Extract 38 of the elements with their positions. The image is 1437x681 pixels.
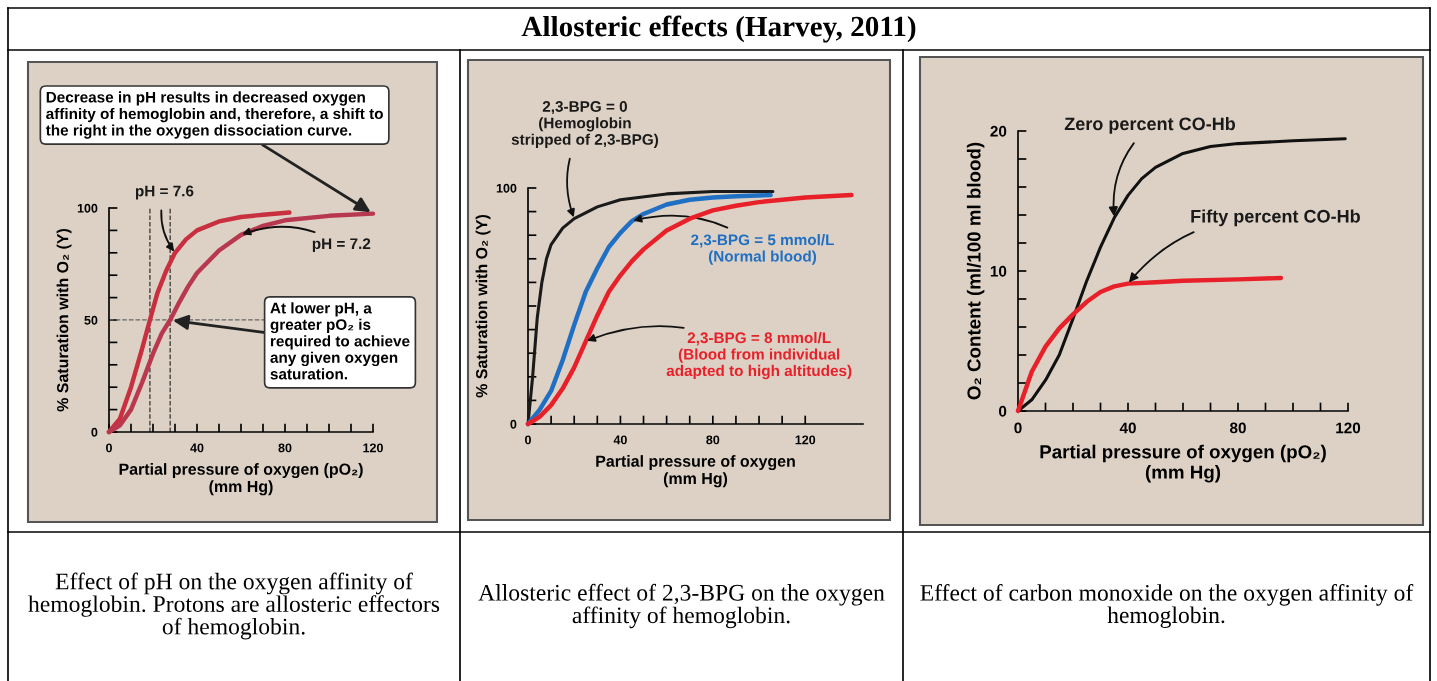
text: Fifty percent CO-Hb: [1191, 209, 1360, 227]
line-series: [525, 192, 854, 427]
y-tick-label: 100: [77, 203, 98, 213]
x-tick-label: 80: [278, 443, 292, 453]
x-tick-label: 40: [613, 435, 627, 445]
y-axis-title: % Saturation with O₂ (Y): [56, 228, 72, 412]
x-tick-label: 40: [190, 443, 204, 453]
y-tick-label: 0: [999, 405, 1007, 417]
text: Effect of pH on the oxygen affinity of hemoglobin. Protons are allosteric effectors of hemoglobin.: [28, 572, 440, 640]
y-tick-label: 100: [496, 183, 517, 193]
annotation: Decrease in pH results in decreased oxygen affinity of hemoglobin and, therefore, a shift to the right in the oxygen dissociation curve.: [45, 91, 383, 139]
x-tick-label: 0: [525, 435, 531, 445]
x-axis-title: Partial pressure of oxygen (pO₂) (mm Hg): [119, 463, 363, 496]
x-tick-label: 40: [1119, 422, 1136, 434]
annotation: At lower pH, a greater pO₂ is required to achieve any given oxygen saturation.: [270, 302, 410, 380]
y-tick-label: 50: [84, 315, 98, 325]
text: 2,3-BPG = 8 mmol/L (Blood from individual adapted to high altitudes): [666, 331, 852, 380]
text: 2,3-BPG = 5 mmol/L (Normal blood): [691, 234, 834, 265]
text: 2,3-BPG = 0 (Hemoglobin stripped of 2,3-BPG): [511, 101, 659, 148]
x-axis-title: Partial pressure of oxygen (mm Hg): [596, 455, 795, 488]
x-tick-label: 120: [795, 435, 816, 445]
x-tick-label: 0: [106, 443, 112, 453]
x-tick-label: 120: [363, 443, 383, 453]
y-tick-label: 20: [990, 125, 1007, 137]
x-tick-label: 80: [706, 435, 720, 445]
x-tick-label: 80: [1229, 422, 1246, 434]
series-label: pH = 7.2: [312, 238, 371, 253]
x-tick-label: 0: [1014, 422, 1022, 434]
text: Allosteric effects (Harvey, 2011): [521, 15, 916, 43]
series-label: pH = 7.6: [135, 185, 194, 200]
y-tick-label: 10: [990, 265, 1007, 277]
text: Allosteric effect of 2,3-BPG on the oxygen affinity of hemoglobin.: [478, 583, 885, 629]
text: Effect of carbon monoxide on the oxygen affinity of hemoglobin.: [920, 583, 1414, 629]
y-axis-title: O₂ Content (ml/100 ml blood): [966, 142, 985, 400]
y-axis-title: % Saturation with O₂ (Y): [475, 214, 491, 398]
series-label: Zero percent CO-Hb: [1064, 116, 1236, 134]
x-axis-title: Partial pressure of oxygen (pO₂) (mm Hg): [1040, 444, 1326, 483]
x-tick-label: 120: [1336, 422, 1361, 434]
